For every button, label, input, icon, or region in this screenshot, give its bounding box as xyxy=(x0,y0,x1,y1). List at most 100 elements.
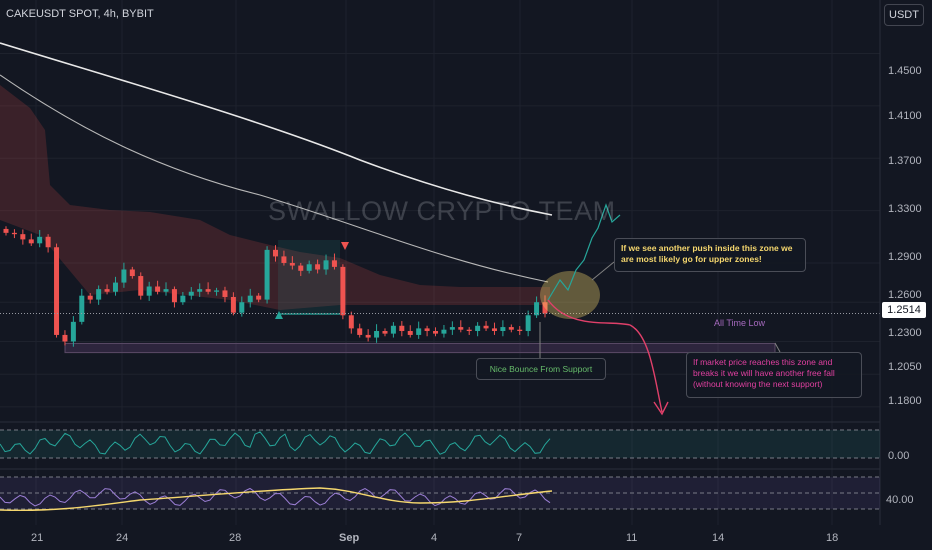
candle-body xyxy=(20,234,26,240)
price-tick: 1.2900 xyxy=(888,251,922,263)
candle-body xyxy=(416,328,422,335)
candle-body xyxy=(323,260,329,270)
candle-body xyxy=(146,286,152,296)
candle-body xyxy=(500,327,506,332)
candle-body xyxy=(483,325,489,329)
candle-body xyxy=(424,328,430,332)
candle-body xyxy=(138,276,144,296)
candle-body xyxy=(390,325,396,334)
ma-100-line xyxy=(0,74,549,283)
all-time-low-label: All Time Low xyxy=(714,318,766,328)
price-tick: 1.3700 xyxy=(888,155,922,167)
candle-body xyxy=(112,282,118,292)
time-tick: 14 xyxy=(712,532,725,544)
support-bounce-note: Nice Bounce From Support xyxy=(476,358,606,380)
price-tick: 1.2050 xyxy=(888,361,922,373)
price-tick: 1.3300 xyxy=(888,203,922,215)
rsi-line xyxy=(0,431,551,455)
symbol-title: CAKEUSDT SPOT, 4h, BYBIT xyxy=(6,8,154,20)
time-tick: 24 xyxy=(116,532,129,544)
candle-body xyxy=(289,262,295,266)
candle-body xyxy=(256,295,262,300)
upper-zone-note: If we see another push inside this zone … xyxy=(614,238,806,272)
candle-body xyxy=(449,327,455,330)
candle-body xyxy=(331,260,337,267)
candle-body xyxy=(525,315,531,332)
candle-body xyxy=(230,296,236,313)
candle-body xyxy=(121,269,127,283)
candle-body xyxy=(374,331,380,338)
candle-body xyxy=(542,302,548,314)
candle-body xyxy=(79,295,85,322)
time-tick: 4 xyxy=(431,532,438,544)
candle-body xyxy=(348,315,354,329)
time-tick: 7 xyxy=(516,532,523,544)
candle-body xyxy=(433,331,439,334)
candle-body xyxy=(475,325,481,332)
candle-body xyxy=(264,249,270,300)
bearish-arrow-head xyxy=(653,401,669,416)
candle-body xyxy=(340,266,346,316)
indicator-tick: 40.00 xyxy=(886,494,914,506)
candle-body xyxy=(87,295,93,300)
support-zone xyxy=(64,342,776,354)
candle-body xyxy=(214,290,220,292)
candle-body xyxy=(365,334,371,338)
oscillator-signal-line xyxy=(0,487,553,512)
rsi-tick: 0.00 xyxy=(888,450,910,462)
price-tick: 1.1800 xyxy=(888,395,922,407)
candle-body xyxy=(54,247,60,335)
current-price-tag: 1.2514 xyxy=(882,302,926,318)
candle-body xyxy=(239,302,245,313)
breakdown-note: If market price reaches this zone and br… xyxy=(686,352,862,398)
buy-marker xyxy=(275,311,283,319)
candle-body xyxy=(3,228,9,233)
breakdown-pointer xyxy=(774,342,781,353)
price-tick: 1.4100 xyxy=(888,110,922,122)
bounce-region xyxy=(278,240,340,314)
ma-200-line xyxy=(0,42,553,216)
candle-body xyxy=(171,289,177,303)
upper-zone-highlight xyxy=(540,271,600,319)
candle-body xyxy=(96,289,102,300)
candle-body xyxy=(357,328,363,335)
time-tick: 18 xyxy=(826,532,839,544)
sell-marker xyxy=(341,242,349,250)
candle-body xyxy=(37,236,43,244)
resistance-cloud xyxy=(0,85,550,310)
candle-body xyxy=(205,289,211,292)
candle-body xyxy=(466,329,472,332)
price-tick: 1.2300 xyxy=(888,327,922,339)
watermark: SWALLOW CRYPTO TEAM xyxy=(268,196,616,226)
time-tick: 28 xyxy=(229,532,242,544)
candle-body xyxy=(281,256,287,263)
candle-body xyxy=(491,328,497,332)
candle-body xyxy=(508,327,514,330)
candle-body xyxy=(129,269,135,277)
candle-body xyxy=(70,321,76,342)
currency-button[interactable]: USDT xyxy=(884,4,924,26)
candle-body xyxy=(298,265,304,271)
candle-body xyxy=(180,295,186,303)
price-tick: 1.2600 xyxy=(888,289,922,301)
candle-body xyxy=(104,289,110,292)
candle-body xyxy=(382,331,388,334)
time-tick: Sep xyxy=(339,532,360,544)
candle-body xyxy=(407,331,413,335)
candle-body xyxy=(306,264,312,271)
candle-body xyxy=(534,302,540,316)
candle-body xyxy=(163,289,169,292)
candle-body xyxy=(155,286,161,292)
candle-body xyxy=(517,329,523,332)
bearish-projection-line xyxy=(547,299,663,413)
zone-pointer xyxy=(591,261,615,281)
candle-body xyxy=(62,334,68,342)
candle-body xyxy=(247,295,253,303)
candle-body xyxy=(222,290,228,297)
candle-body xyxy=(458,327,464,330)
candle-body xyxy=(273,249,278,257)
price-tick: 1.4500 xyxy=(888,65,922,77)
rsi-band xyxy=(0,430,880,458)
bullish-projection-line xyxy=(547,203,621,301)
